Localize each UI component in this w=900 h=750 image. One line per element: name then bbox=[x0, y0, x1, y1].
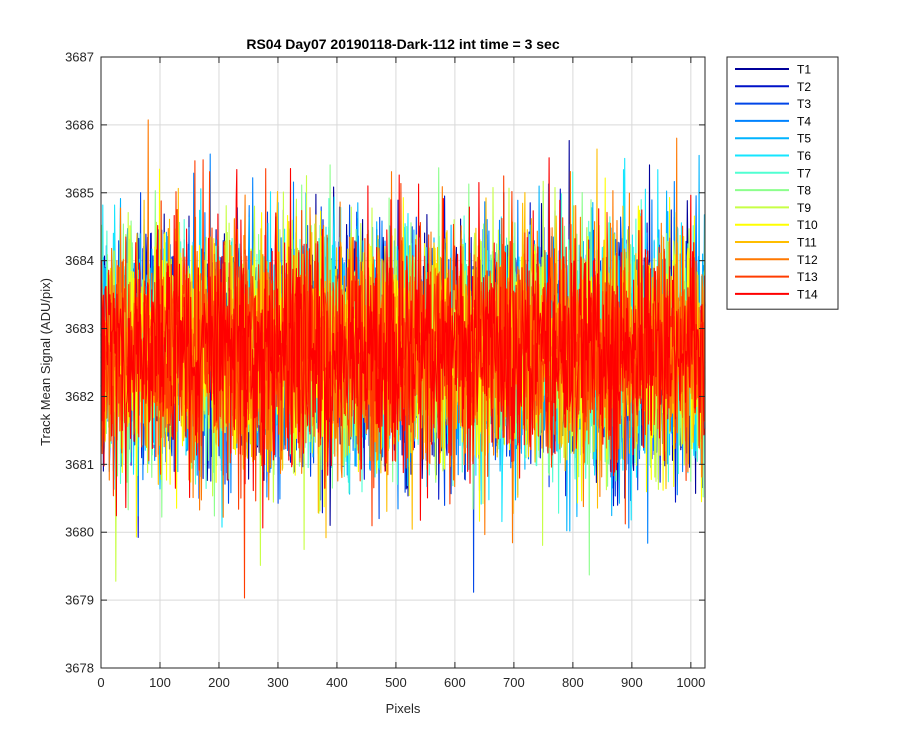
x-tick-label: 0 bbox=[97, 675, 104, 690]
axes-box bbox=[100, 56, 706, 669]
x-tick-label: 600 bbox=[444, 675, 466, 690]
y-tick-label: 3687 bbox=[65, 50, 94, 65]
y-tick-label: 3681 bbox=[65, 457, 94, 472]
legend-label-t10: T10 bbox=[797, 218, 818, 232]
y-tick-label: 3678 bbox=[65, 661, 94, 676]
legend-label-t2: T2 bbox=[797, 80, 811, 94]
x-axis-label: Pixels bbox=[386, 701, 421, 716]
y-tick-label: 3686 bbox=[65, 117, 94, 132]
data-lines bbox=[100, 119, 706, 599]
y-axis-label: Track Mean Signal (ADU/pix) bbox=[38, 278, 53, 446]
x-tick-label: 400 bbox=[326, 675, 348, 690]
legend-label-t13: T13 bbox=[797, 270, 818, 284]
legend-label-t4: T4 bbox=[797, 114, 811, 128]
legend-label-t9: T9 bbox=[797, 201, 811, 215]
legend-label-t11: T11 bbox=[797, 236, 817, 250]
legend-label-t8: T8 bbox=[797, 184, 811, 198]
legend-box bbox=[726, 56, 839, 310]
chart-title: RS04 Day07 20190118-Dark-112 int time = … bbox=[246, 36, 559, 52]
x-tick-label: 1000 bbox=[676, 675, 705, 690]
x-tick-label: 800 bbox=[562, 675, 584, 690]
y-tick-label: 3680 bbox=[65, 525, 94, 540]
x-tick-label: 100 bbox=[149, 675, 171, 690]
legend-label-t5: T5 bbox=[797, 132, 811, 146]
y-tick-label: 3684 bbox=[65, 253, 94, 268]
legend-label-t1: T1 bbox=[797, 63, 811, 77]
axis-ticks: 0 100 200 300 400 500 600 700 800 900 1000 3678 3679… bbox=[65, 50, 705, 691]
y-tick-label: 3679 bbox=[65, 593, 94, 608]
x-tick-label: 300 bbox=[267, 675, 289, 690]
legend-label-t12: T12 bbox=[797, 253, 818, 267]
legend: T1 T2 T3 T4 T5 T6 T7 T8 T9 T10 T11 T12 T13 T14 bbox=[726, 56, 839, 310]
legend-label-t7: T7 bbox=[797, 166, 811, 180]
y-tick-label: 3683 bbox=[65, 321, 94, 336]
y-tick-label: 3685 bbox=[65, 185, 94, 200]
legend-label-t6: T6 bbox=[797, 149, 811, 163]
x-tick-label: 900 bbox=[621, 675, 643, 690]
y-tick-label: 3682 bbox=[65, 389, 94, 404]
x-tick-label: 500 bbox=[385, 675, 407, 690]
legend-label-t14: T14 bbox=[797, 287, 818, 301]
legend-label-t3: T3 bbox=[797, 97, 811, 111]
x-tick-label: 700 bbox=[503, 675, 525, 690]
series-line-t14 bbox=[100, 157, 706, 529]
x-tick-label: 200 bbox=[208, 675, 230, 690]
